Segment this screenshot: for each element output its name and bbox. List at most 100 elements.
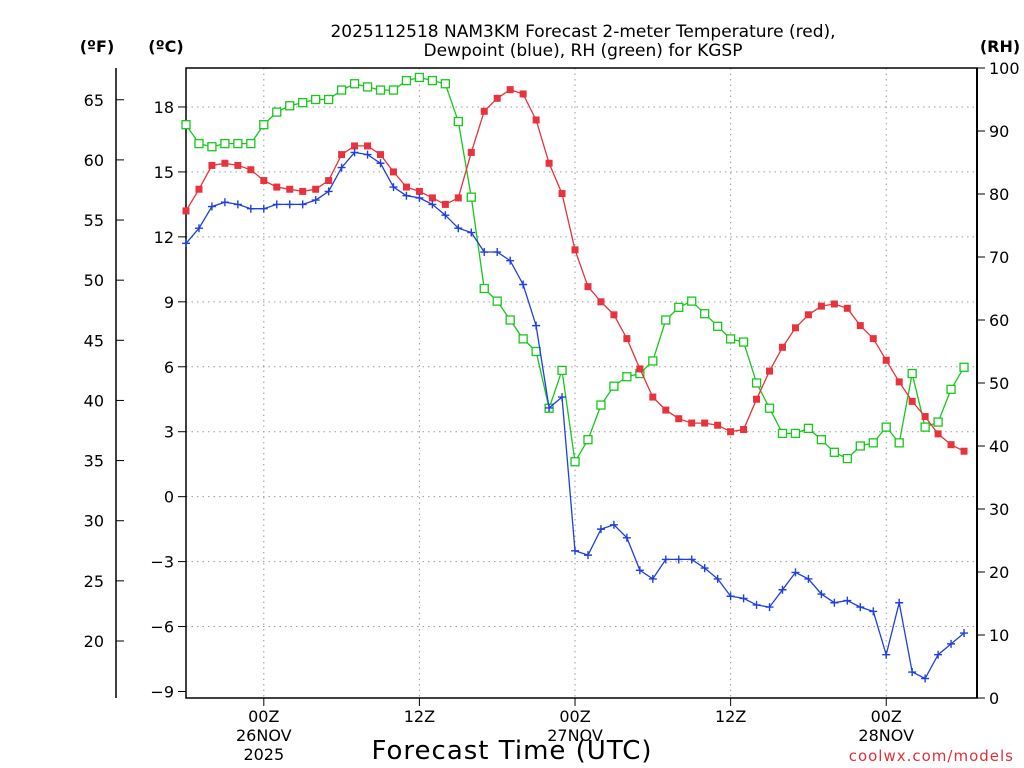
dewpoint-point: [674, 555, 683, 564]
temperature-point: [869, 335, 877, 343]
fahrenheit-tick-label: 50: [84, 271, 104, 290]
temperature-point: [286, 185, 294, 193]
dewpoint-point: [558, 393, 567, 402]
x-tick-label-hour: 00Z: [559, 707, 590, 726]
temperature-point: [506, 86, 514, 94]
temperature-point: [351, 142, 359, 150]
dewpoint-point: [272, 200, 281, 209]
rh-point: [362, 82, 373, 92]
temperature-point: [182, 207, 190, 215]
temperature-point: [247, 166, 255, 174]
rh-point: [803, 423, 814, 434]
dewpoint-point: [765, 603, 774, 612]
dewpoint-point: [882, 650, 891, 659]
celsius-tick-label: −6: [150, 618, 174, 637]
chart-title-line1: 2025112518 NAM3KM Forecast 2-meter Tempe…: [330, 22, 835, 42]
x-tick-label-date: 26NOV: [236, 726, 292, 745]
fahrenheit-tick-label: 55: [84, 211, 104, 230]
dewpoint-point: [817, 590, 826, 599]
fahrenheit-tick-label: 60: [84, 151, 104, 170]
temperature-point: [221, 159, 229, 167]
rh-point: [738, 337, 749, 347]
rh-point: [700, 309, 710, 319]
rh-point: [518, 334, 528, 344]
fahrenheit-unit-label: (ºF): [80, 37, 115, 56]
dewpoint-point: [934, 650, 943, 659]
grid-lines: [186, 68, 977, 698]
temperature-point: [947, 441, 955, 449]
temperature-point: [234, 161, 242, 169]
rh-point: [233, 138, 243, 149]
chart-axes: −9−6−30369121518202530354045505560650102…: [84, 59, 1020, 764]
rh-point: [285, 101, 295, 111]
temperature-point: [597, 298, 605, 306]
rh-point: [816, 435, 827, 445]
rh-point: [375, 85, 386, 95]
temperature-point: [441, 200, 449, 208]
dewpoint-point: [700, 564, 709, 573]
rh-point: [674, 302, 684, 313]
rh-point: [414, 72, 425, 83]
temperature-point: [532, 116, 540, 124]
rh-tick-label: 100: [989, 59, 1020, 78]
temperature-point: [338, 151, 346, 159]
celsius-tick-label: 0: [164, 488, 174, 507]
dewpoint-point: [830, 598, 839, 607]
rh-point: [401, 75, 412, 86]
temperature-point: [727, 428, 735, 436]
rh-point: [272, 107, 282, 117]
temperature-point: [273, 183, 281, 191]
dewpoint-point: [687, 555, 696, 564]
dewpoint-point: [921, 674, 930, 683]
rh-point: [609, 381, 619, 391]
rh-point: [323, 94, 334, 105]
dewpoint-point: [726, 592, 735, 601]
temperature-point: [493, 94, 501, 102]
temperature-point: [895, 378, 903, 386]
dewpoint-point: [467, 228, 476, 237]
rh-point: [868, 438, 878, 448]
celsius-tick-label: 18: [154, 98, 174, 117]
temperature-point: [817, 302, 825, 310]
temperature-point: [480, 107, 488, 115]
temperature-point: [389, 168, 397, 176]
dewpoint-point: [376, 159, 385, 168]
dewpoint-point: [324, 187, 333, 196]
dewpoint-point: [713, 574, 722, 583]
rh-unit-label: (RH): [980, 37, 1020, 56]
dewpoint-point: [298, 200, 307, 209]
rh-point: [583, 435, 593, 445]
celsius-tick-label: −9: [150, 683, 174, 702]
rh-tick-label: 70: [989, 248, 1009, 267]
temperature-point: [766, 367, 774, 375]
rh-tick-label: 50: [989, 374, 1009, 393]
rh-point: [440, 79, 450, 89]
dewpoint-point: [441, 211, 450, 220]
temperature-point: [649, 393, 657, 401]
rh-point: [790, 428, 801, 439]
fahrenheit-tick-label: 40: [84, 391, 104, 410]
temperature-line: [185, 88, 965, 452]
temperature-series: [182, 86, 968, 455]
x-tick-label-date: 27NOV: [547, 726, 603, 745]
temperature-point: [960, 447, 968, 455]
rh-tick-label: 90: [989, 122, 1009, 141]
temperature-point: [428, 194, 436, 202]
temperature-point: [415, 187, 423, 195]
dewpoint-point: [480, 248, 489, 257]
rh-point: [751, 378, 762, 388]
temperature-point: [934, 430, 942, 438]
rh-tick-label: 20: [989, 563, 1009, 582]
dewpoint-point: [311, 196, 320, 205]
rh-point: [505, 315, 515, 325]
dewpoint-point: [622, 533, 631, 542]
dewpoint-point: [908, 668, 917, 677]
rh-tick-label: 40: [989, 437, 1009, 456]
rh-point: [207, 142, 217, 152]
temperature-point: [312, 185, 320, 193]
dewpoint-point: [259, 204, 268, 213]
dewpoint-point: [895, 598, 904, 607]
dewpoint-point: [791, 568, 800, 577]
dewpoint-point: [402, 191, 411, 200]
dewpoint-point: [194, 224, 203, 233]
